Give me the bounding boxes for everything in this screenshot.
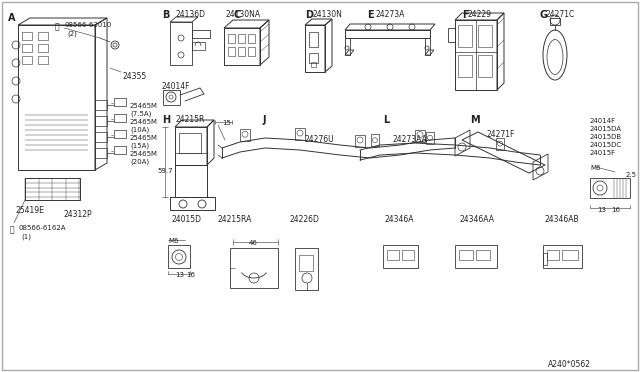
- Text: 24015DA: 24015DA: [590, 126, 622, 132]
- Text: B: B: [162, 10, 170, 20]
- Text: 24215RA: 24215RA: [218, 215, 252, 224]
- Bar: [22, 56, 32, 64]
- Text: 24273AA: 24273AA: [393, 135, 428, 144]
- Bar: [309, 53, 318, 63]
- Text: M: M: [470, 115, 479, 125]
- Bar: [95, 148, 107, 158]
- Text: (20A): (20A): [130, 158, 149, 164]
- Bar: [179, 133, 201, 153]
- Text: Ⓢ: Ⓢ: [10, 225, 15, 234]
- Text: 2.5: 2.5: [626, 172, 637, 178]
- Text: 25465M: 25465M: [130, 151, 158, 157]
- Text: 24346AB: 24346AB: [545, 215, 580, 224]
- Text: 24014F: 24014F: [162, 82, 191, 91]
- Bar: [458, 25, 472, 47]
- Text: (1): (1): [21, 233, 31, 240]
- Text: D: D: [305, 10, 313, 20]
- Bar: [95, 116, 107, 126]
- Bar: [248, 47, 255, 56]
- Text: 08566-63010: 08566-63010: [64, 22, 111, 28]
- Text: M6: M6: [590, 165, 600, 171]
- Text: Ⓑ: Ⓑ: [55, 22, 60, 31]
- Bar: [547, 250, 559, 260]
- Bar: [38, 44, 48, 52]
- Bar: [238, 34, 245, 43]
- Text: 24130NA: 24130NA: [226, 10, 261, 19]
- Text: 15: 15: [222, 120, 231, 126]
- Bar: [95, 132, 107, 142]
- Text: 24276U: 24276U: [305, 135, 335, 144]
- Text: 08566-6162A: 08566-6162A: [18, 225, 65, 231]
- Text: 25465M: 25465M: [130, 119, 158, 125]
- Bar: [478, 25, 492, 47]
- Text: A: A: [8, 13, 15, 23]
- Text: (10A): (10A): [130, 126, 149, 132]
- Bar: [299, 255, 313, 271]
- Text: 25465M: 25465M: [130, 135, 158, 141]
- Text: 24015D: 24015D: [172, 215, 202, 224]
- Text: 24271F: 24271F: [487, 130, 515, 139]
- Text: 24312P: 24312P: [63, 210, 92, 219]
- Text: L: L: [383, 115, 389, 125]
- Bar: [562, 250, 578, 260]
- Text: 24015DB: 24015DB: [590, 134, 622, 140]
- Bar: [228, 34, 235, 43]
- Bar: [38, 32, 48, 40]
- Text: 24229: 24229: [468, 10, 492, 19]
- Bar: [309, 32, 318, 47]
- Text: C: C: [233, 10, 240, 20]
- Text: 16: 16: [611, 207, 620, 213]
- Bar: [478, 55, 492, 77]
- Text: J: J: [263, 115, 266, 125]
- Text: 16: 16: [186, 272, 195, 278]
- Text: 24346AA: 24346AA: [460, 215, 495, 224]
- Text: 59.7: 59.7: [157, 168, 173, 174]
- Text: 13: 13: [175, 272, 184, 278]
- Bar: [238, 47, 245, 56]
- Text: 24215R: 24215R: [175, 115, 204, 124]
- Text: 24130N: 24130N: [313, 10, 343, 19]
- Text: 24273A: 24273A: [376, 10, 405, 19]
- Text: E: E: [367, 10, 374, 20]
- Bar: [22, 44, 32, 52]
- Text: 24271C: 24271C: [546, 10, 575, 19]
- Bar: [22, 32, 32, 40]
- Bar: [228, 47, 235, 56]
- Text: 24015F: 24015F: [590, 150, 616, 156]
- Text: G: G: [540, 10, 548, 20]
- Bar: [402, 250, 414, 260]
- Bar: [459, 250, 473, 260]
- Bar: [248, 34, 255, 43]
- Text: A240*0562: A240*0562: [548, 360, 591, 369]
- Text: 25419E: 25419E: [15, 206, 44, 215]
- Text: 24226D: 24226D: [290, 215, 320, 224]
- Text: F: F: [462, 10, 468, 20]
- Text: 24014F: 24014F: [590, 118, 616, 124]
- Text: 24346A: 24346A: [385, 215, 415, 224]
- Bar: [95, 100, 107, 110]
- Text: H: H: [162, 115, 170, 125]
- Text: 25465M: 25465M: [130, 103, 158, 109]
- Text: (15A): (15A): [130, 142, 149, 148]
- Bar: [311, 62, 316, 67]
- Text: 24355: 24355: [122, 72, 147, 81]
- Text: 46: 46: [249, 240, 258, 246]
- Bar: [387, 250, 399, 260]
- Text: 13: 13: [597, 207, 606, 213]
- Bar: [476, 250, 490, 260]
- Text: 24015DC: 24015DC: [590, 142, 622, 148]
- Text: (2): (2): [67, 30, 77, 36]
- Text: 24136D: 24136D: [175, 10, 205, 19]
- Text: M6: M6: [168, 238, 179, 244]
- Bar: [38, 56, 48, 64]
- Bar: [458, 55, 472, 77]
- Text: (7.5A): (7.5A): [130, 110, 152, 116]
